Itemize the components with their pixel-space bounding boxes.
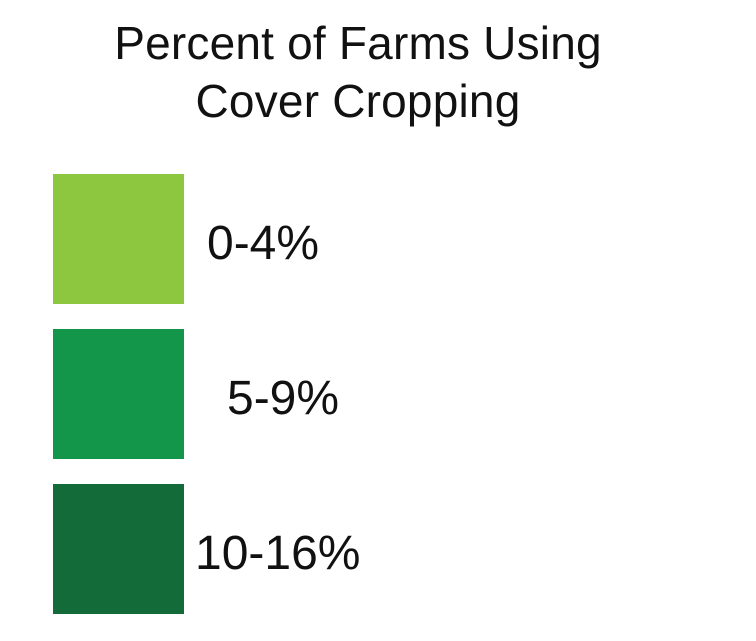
- legend-title-line-2: Cover Cropping: [195, 75, 521, 127]
- legend-swatch-10-16: [53, 484, 184, 614]
- legend-label-10-16: 10-16%: [195, 527, 361, 580]
- legend-title-line-1: Percent of Farms Using: [114, 17, 602, 69]
- legend-label-0-4: 0-4%: [207, 217, 320, 270]
- legend-label-5-9: 5-9%: [227, 372, 340, 425]
- legend-swatch-0-4: [53, 174, 184, 304]
- legend-swatch-5-9: [53, 329, 184, 459]
- legend-title: Percent of Farms Using Cover Cropping: [0, 14, 716, 130]
